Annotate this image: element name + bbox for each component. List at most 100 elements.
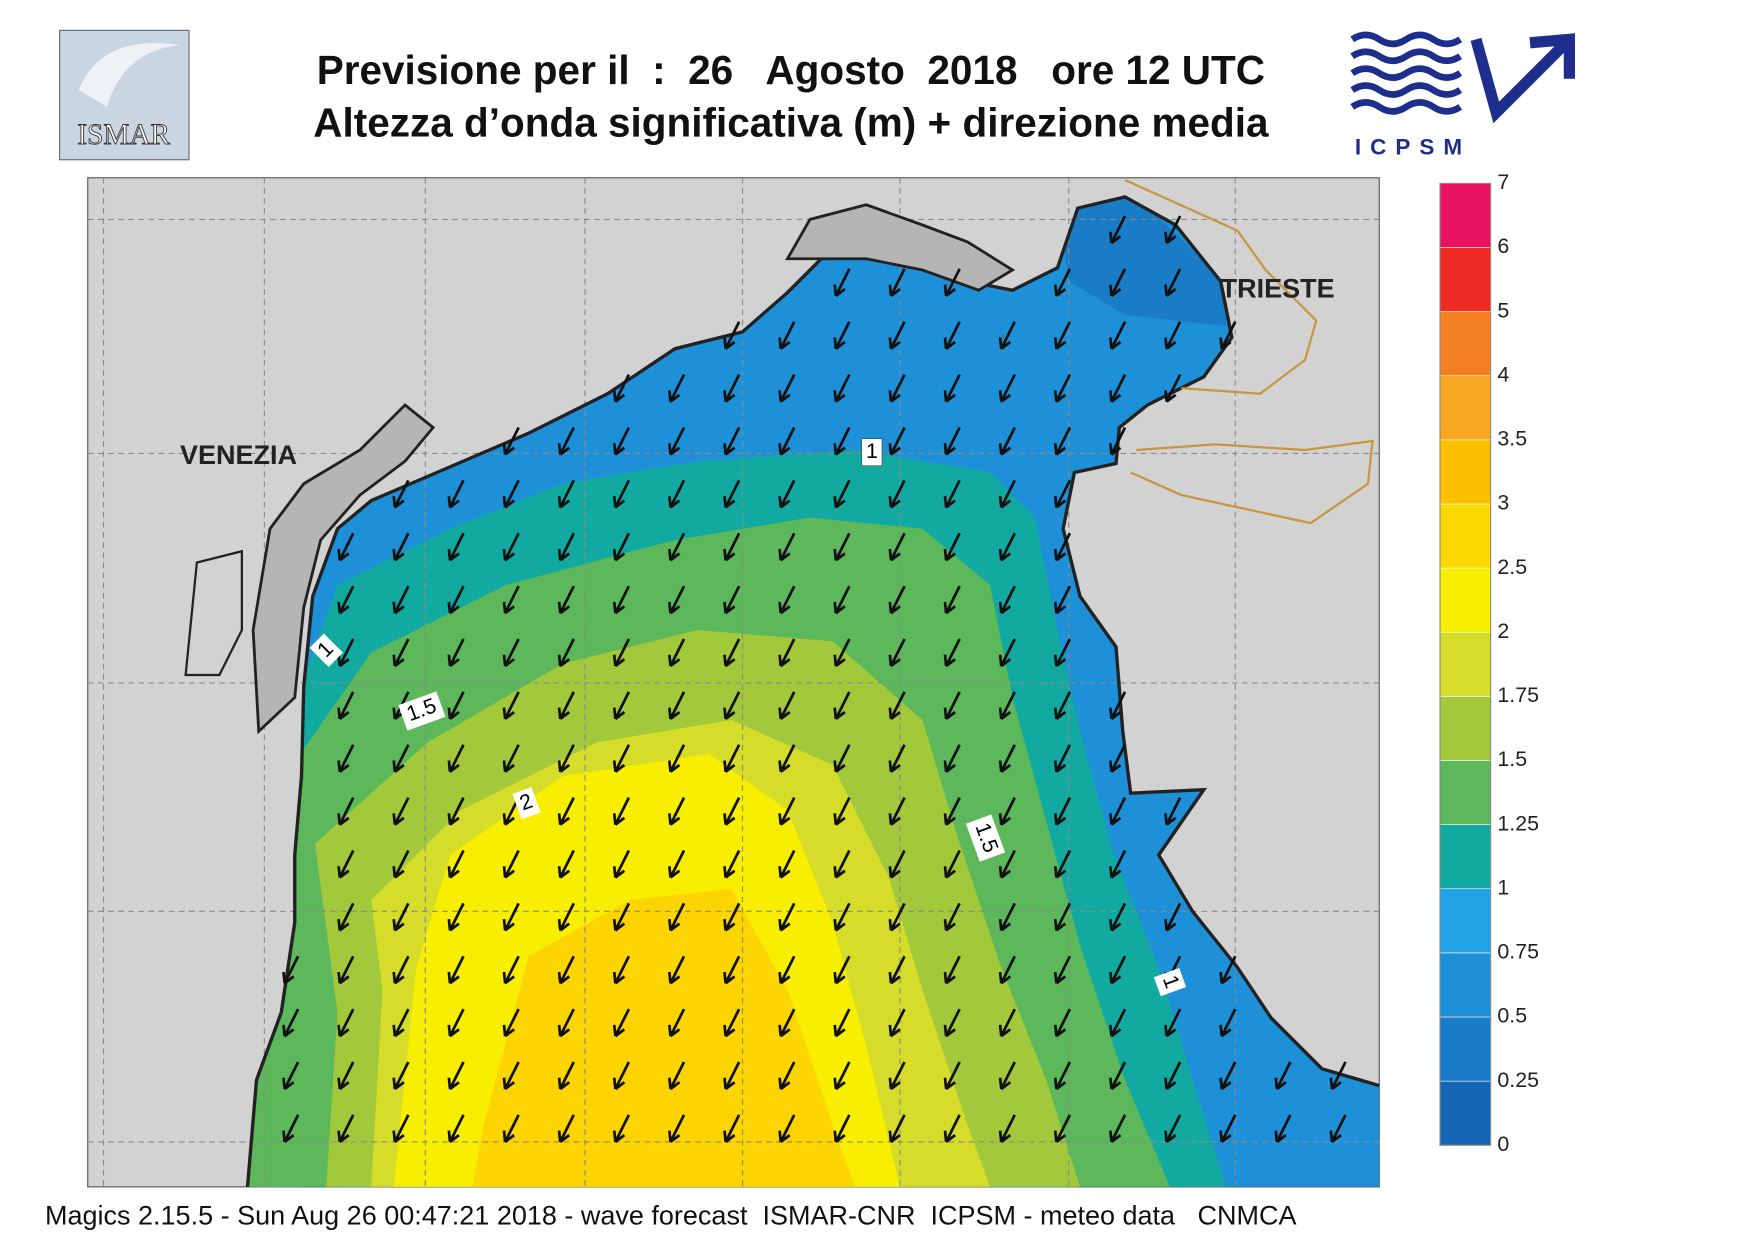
coastline bbox=[245, 195, 1380, 1188]
arrow bbox=[1053, 1008, 1072, 1038]
arrow bbox=[833, 321, 851, 350]
arrow bbox=[668, 585, 686, 615]
arrow bbox=[557, 638, 575, 668]
arrow bbox=[1053, 902, 1072, 932]
arrow bbox=[1109, 268, 1127, 297]
arrow bbox=[1164, 268, 1182, 297]
arrow bbox=[888, 374, 906, 403]
arrow bbox=[392, 1008, 410, 1038]
arrow bbox=[337, 797, 355, 826]
colorbar-band bbox=[1439, 503, 1491, 569]
sea-band bbox=[472, 888, 855, 1187]
arrow bbox=[1053, 374, 1072, 403]
arrow bbox=[447, 1061, 465, 1091]
arrow bbox=[998, 426, 1016, 456]
arrow bbox=[778, 479, 796, 509]
arrow bbox=[943, 426, 961, 456]
arrow bbox=[723, 479, 741, 509]
arrow bbox=[998, 321, 1016, 350]
arrow bbox=[392, 849, 410, 879]
arrow bbox=[723, 1008, 741, 1038]
arrow bbox=[447, 585, 465, 615]
arrow bbox=[447, 744, 465, 773]
contour-label: 1 bbox=[866, 439, 878, 463]
arrow bbox=[668, 1114, 686, 1143]
arrow bbox=[557, 1114, 575, 1143]
arrow bbox=[557, 955, 575, 985]
arrow bbox=[612, 797, 631, 826]
arrow bbox=[888, 638, 906, 668]
arrow bbox=[888, 849, 906, 879]
arrow bbox=[502, 849, 520, 879]
colorbar-tick-label: 0.75 bbox=[1497, 940, 1539, 964]
colorbar-tick-label: 1 bbox=[1497, 875, 1509, 899]
arrow bbox=[337, 1114, 355, 1143]
arrow bbox=[1109, 426, 1127, 456]
arrow bbox=[888, 797, 906, 826]
arrow bbox=[1329, 1061, 1347, 1091]
arrow bbox=[502, 955, 520, 985]
arrow bbox=[1109, 955, 1127, 985]
arrow bbox=[557, 902, 575, 932]
footer: Magics 2.15.5 - Sun Aug 26 00:47:21 2018… bbox=[45, 1200, 1297, 1230]
arrow bbox=[447, 902, 465, 932]
arrow bbox=[1219, 1061, 1237, 1091]
arrow bbox=[1053, 321, 1072, 350]
arrow bbox=[502, 902, 520, 932]
arrow bbox=[1274, 1061, 1292, 1091]
arrow bbox=[392, 797, 410, 826]
arrow bbox=[888, 426, 906, 456]
arrow bbox=[943, 638, 961, 668]
arrow bbox=[392, 479, 410, 509]
arrow bbox=[998, 1114, 1016, 1143]
arrow bbox=[502, 426, 520, 456]
arrow bbox=[833, 374, 851, 403]
arrow bbox=[1053, 638, 1072, 668]
arrow bbox=[612, 585, 631, 615]
subtitle: Altezza d’onda significativa (m) + direz… bbox=[313, 100, 1269, 146]
arrow bbox=[723, 902, 741, 932]
colorbar-band bbox=[1439, 631, 1491, 697]
arrow bbox=[337, 585, 355, 615]
arrow bbox=[1164, 1061, 1182, 1091]
arrow bbox=[888, 744, 906, 773]
arrow bbox=[943, 268, 961, 297]
arrow bbox=[723, 638, 741, 668]
arrow bbox=[612, 849, 631, 879]
arrow bbox=[723, 691, 741, 720]
arrow bbox=[668, 902, 686, 932]
arrow bbox=[723, 585, 741, 615]
arrow bbox=[1219, 955, 1237, 985]
arrow bbox=[557, 532, 575, 562]
colorbar-tick-label: 1.5 bbox=[1497, 747, 1527, 771]
arrow bbox=[943, 585, 961, 615]
arrow bbox=[943, 955, 961, 985]
arrow bbox=[778, 797, 796, 826]
colorbar-tick-label: 3 bbox=[1497, 491, 1509, 515]
arrow bbox=[1164, 215, 1182, 245]
arrow bbox=[557, 1061, 575, 1091]
colorbar-tick-label: 5 bbox=[1497, 298, 1509, 322]
land-friuli bbox=[785, 203, 1016, 292]
arrow bbox=[998, 374, 1016, 403]
arrow bbox=[778, 426, 796, 456]
arrow bbox=[612, 691, 631, 720]
arrow bbox=[998, 1061, 1016, 1091]
arrow bbox=[502, 479, 520, 509]
arrow bbox=[943, 691, 961, 720]
colorbar-band bbox=[1439, 183, 1491, 248]
arrow bbox=[943, 1114, 961, 1143]
arrow bbox=[1053, 1061, 1072, 1091]
arrow bbox=[668, 638, 686, 668]
arrow bbox=[337, 532, 355, 562]
arrow bbox=[1053, 479, 1072, 509]
arrow bbox=[392, 902, 410, 932]
arrow bbox=[1164, 797, 1182, 826]
arrow bbox=[447, 638, 465, 668]
arrow bbox=[447, 849, 465, 879]
land-venice bbox=[251, 403, 436, 735]
arrow bbox=[778, 1008, 796, 1038]
arrow bbox=[1053, 955, 1072, 985]
arrow bbox=[612, 1061, 631, 1091]
arrow bbox=[833, 797, 851, 826]
